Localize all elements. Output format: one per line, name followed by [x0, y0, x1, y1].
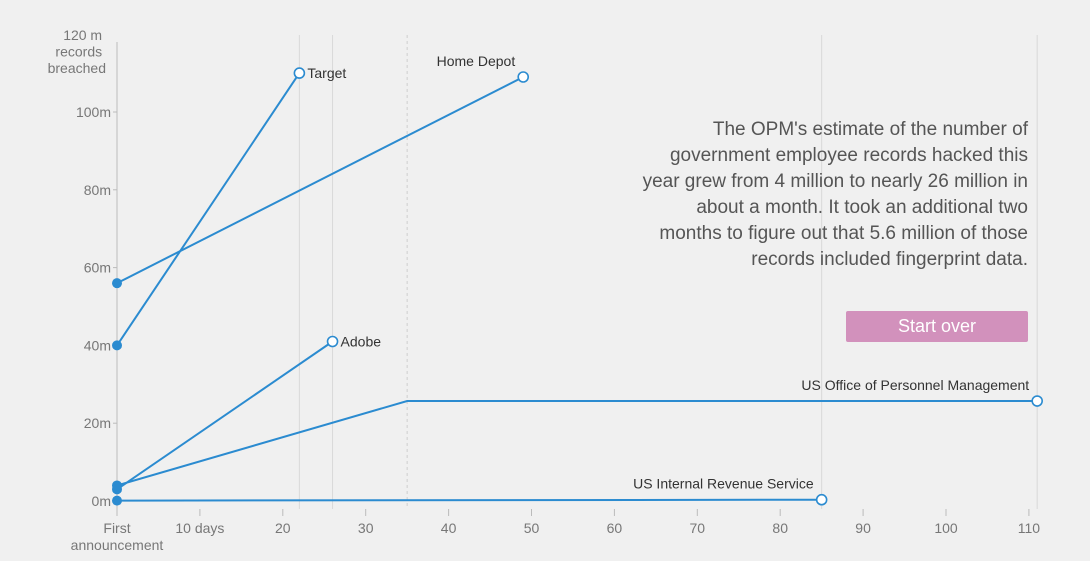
series-label-us-office-of-personnel-management: US Office of Personnel Management — [801, 377, 1029, 393]
y-tick-label: 20m — [84, 415, 111, 431]
series-labels: Target Home Depot Adobe US Office of Person… — [307, 53, 1029, 492]
axes: 120 m records breached 0m 20m 40m 60m 80m 100… — [48, 27, 1041, 553]
x-tick-label: 80 — [772, 520, 788, 536]
x-tick-label: First announcement — [71, 520, 164, 553]
start-point-us-office-of-personnel-management — [112, 480, 122, 491]
series-line-target — [116, 72, 301, 346]
start-over-button[interactable]: Start over — [846, 311, 1028, 342]
x-tick-label: 60 — [607, 520, 623, 536]
y-tick-label: 40m — [84, 337, 111, 353]
y-axis-top-label-line-1: 120 m — [63, 27, 102, 43]
x-tick-label: 20 — [275, 520, 291, 536]
start-point-target — [112, 340, 122, 351]
end-point-target[interactable] — [293, 67, 306, 79]
x-tick-label: 40 — [441, 520, 457, 536]
y-axis-top-label-line-3: breached — [48, 60, 106, 76]
end-point-home-depot[interactable] — [517, 71, 530, 83]
x-tick-label: 70 — [690, 520, 706, 536]
x-tick-label: 100 — [934, 520, 958, 536]
y-axis-top-label: 120 m records breached — [48, 27, 106, 76]
x-tick-label: 90 — [855, 520, 871, 536]
y-axis-top-label-line-2: records — [55, 44, 102, 60]
start-point-us-internal-revenue-service — [112, 495, 122, 506]
y-tick-label: 0m — [92, 493, 111, 509]
series-lines — [112, 67, 1043, 506]
y-tick-label: 80m — [84, 182, 111, 198]
end-point-us-internal-revenue-service[interactable] — [815, 493, 828, 506]
series-line-home-depot — [116, 76, 524, 285]
reference-lines — [298, 35, 1038, 509]
y-tick-label: 60m — [84, 260, 111, 276]
x-tick-label: 110 — [1018, 520, 1041, 536]
series-label-us-internal-revenue-service: US Internal Revenue Service — [633, 476, 814, 492]
series-line-us-office-of-personnel-management — [116, 400, 1038, 487]
x-tick-label: 50 — [524, 520, 540, 536]
series-line-us-internal-revenue-service — [116, 498, 822, 502]
series-label-home-depot: Home Depot — [437, 53, 516, 69]
x-tick-label: 30 — [358, 520, 374, 536]
annotation-text: The OPM's estimate of the number of gove… — [642, 119, 1028, 270]
series-label-target: Target — [307, 65, 346, 81]
start-point-home-depot — [112, 278, 122, 289]
end-point-us-office-of-personnel-management[interactable] — [1031, 395, 1043, 407]
y-tick-label: 100m — [76, 104, 111, 120]
series-line-adobe — [116, 340, 334, 491]
end-point-adobe[interactable] — [326, 335, 339, 348]
x-tick-label: 10 days — [175, 520, 224, 536]
series-label-adobe: Adobe — [341, 334, 382, 350]
